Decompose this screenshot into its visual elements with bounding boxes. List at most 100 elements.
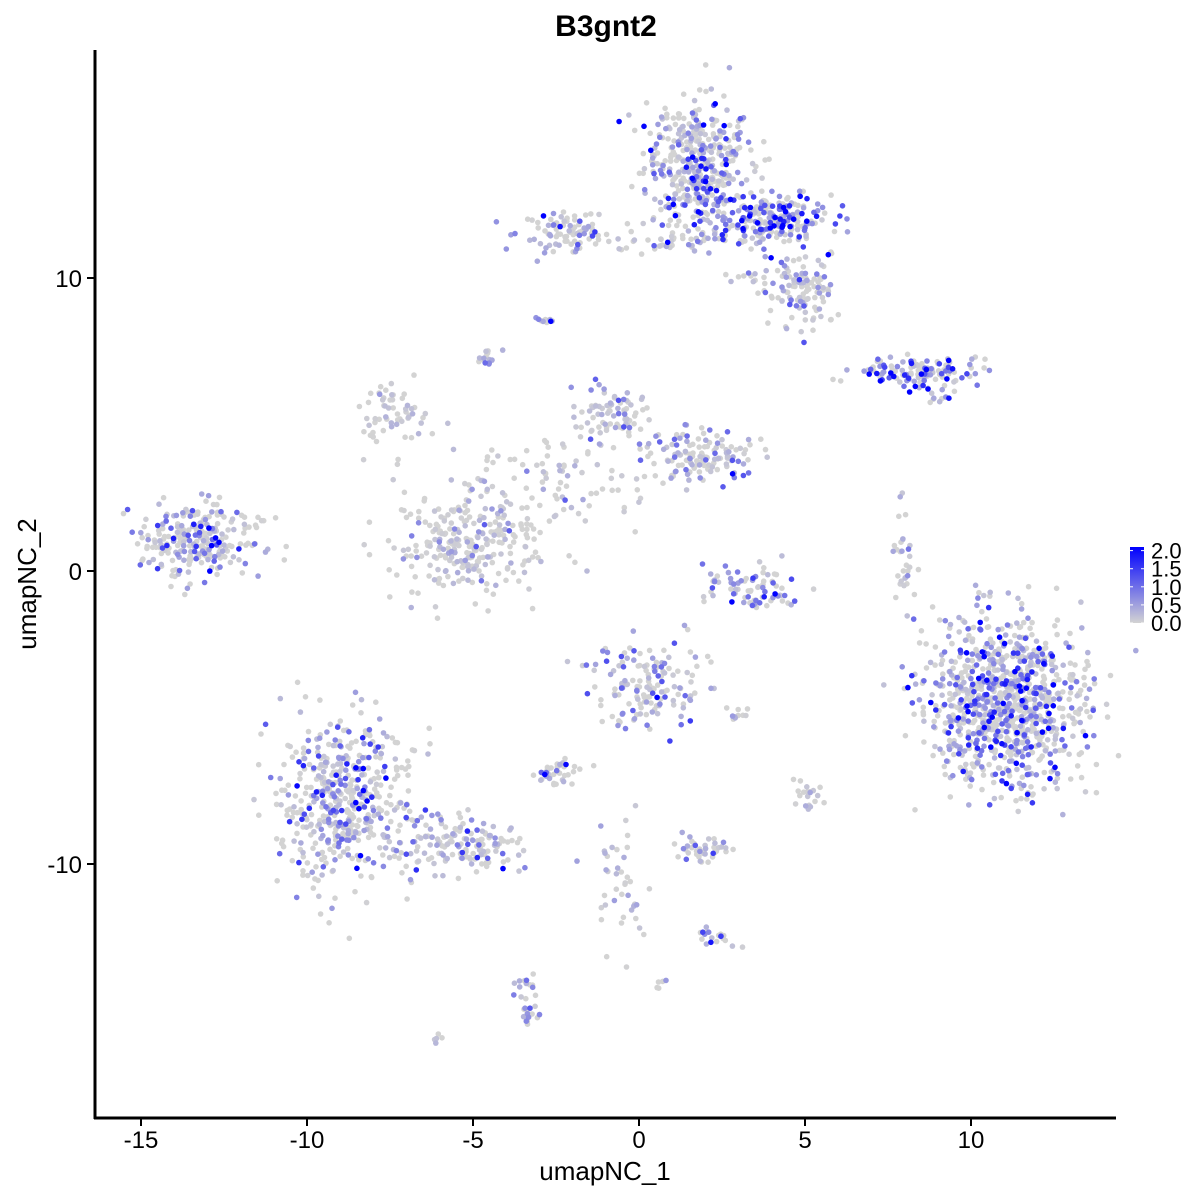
- cell-point: [668, 233, 675, 240]
- cell-point: [1054, 631, 1060, 638]
- cell-point: [385, 537, 392, 544]
- cell-point: [802, 224, 808, 231]
- cell-point: [701, 598, 707, 605]
- cell-point: [741, 204, 748, 211]
- cell-point: [198, 491, 205, 497]
- cell-point: [308, 821, 314, 828]
- cell-point: [465, 577, 471, 583]
- cell-point: [182, 591, 188, 598]
- cell-point: [343, 821, 349, 827]
- cell-point: [936, 398, 943, 405]
- cell-point: [1017, 624, 1024, 630]
- cell-point: [335, 788, 342, 794]
- cell-point: [994, 722, 1000, 728]
- cell-point: [160, 494, 167, 501]
- cell-point: [448, 507, 455, 513]
- cell-point: [905, 684, 911, 691]
- cell-point: [635, 663, 641, 669]
- cell-point: [979, 764, 985, 770]
- cell-point: [638, 251, 645, 257]
- cell-point: [902, 732, 909, 739]
- cell-point: [713, 224, 719, 231]
- cell-point: [662, 105, 668, 112]
- cell-point: [1070, 671, 1076, 678]
- cell-point: [968, 776, 975, 783]
- colorbar-label: 0.5: [1151, 593, 1182, 618]
- cell-point: [893, 594, 899, 601]
- cell-point: [963, 650, 970, 656]
- cell-point: [920, 704, 927, 711]
- cell-point: [758, 436, 764, 443]
- cell-point: [523, 977, 530, 984]
- cell-point: [550, 222, 557, 228]
- cell-point: [788, 297, 794, 303]
- cell-point: [1024, 796, 1030, 802]
- cell-point: [711, 168, 718, 174]
- colorbar-label: 1.5: [1151, 557, 1182, 582]
- cell-point: [216, 539, 222, 546]
- cell-point: [465, 841, 471, 848]
- cell-point: [611, 393, 618, 400]
- cell-point: [1079, 625, 1085, 631]
- cell-point: [984, 640, 990, 647]
- cell-point: [951, 751, 957, 758]
- cell-point: [352, 689, 359, 696]
- cell-point: [312, 876, 318, 882]
- cell-point: [572, 463, 578, 469]
- cell-point: [620, 710, 626, 717]
- cell-point: [346, 935, 353, 942]
- cell-point: [1056, 696, 1063, 702]
- cell-point: [262, 721, 269, 728]
- cell-point: [186, 561, 192, 568]
- cell-point: [391, 807, 398, 813]
- cell-point: [765, 571, 771, 578]
- cell-point: [163, 518, 169, 524]
- cell-point: [729, 943, 736, 949]
- cell-point: [535, 219, 541, 226]
- cell-point: [709, 585, 716, 591]
- cell-point: [1022, 704, 1029, 711]
- cell-point: [649, 709, 656, 715]
- cell-point: [1027, 625, 1033, 632]
- colorbar: [1130, 547, 1144, 623]
- cell-point: [958, 697, 964, 703]
- cell-point: [396, 839, 403, 846]
- cell-point: [696, 854, 702, 860]
- cell-point: [637, 711, 644, 717]
- cell-point: [366, 551, 373, 558]
- cell-point: [405, 758, 411, 764]
- cell-point: [1046, 710, 1052, 717]
- cell-point: [825, 251, 832, 258]
- cell-point: [683, 164, 690, 170]
- cell-point: [1048, 661, 1055, 668]
- cell-point: [804, 283, 810, 290]
- cell-point: [766, 214, 773, 221]
- cell-point: [344, 837, 350, 843]
- cell-point: [666, 204, 672, 211]
- cell-point: [219, 548, 226, 554]
- cell-point: [483, 587, 490, 594]
- cell-point: [484, 486, 491, 493]
- cell-point: [582, 212, 589, 218]
- cell-point: [348, 740, 355, 746]
- cell-point: [1033, 653, 1040, 660]
- cell-point: [211, 558, 217, 564]
- cell-point: [523, 995, 529, 1002]
- cell-point: [828, 316, 834, 323]
- cell-point: [1029, 619, 1035, 626]
- cell-point: [571, 414, 577, 421]
- cell-point: [623, 964, 630, 970]
- cell-point: [365, 834, 372, 841]
- cell-point: [380, 768, 387, 775]
- cell-point: [703, 166, 709, 172]
- cell-point: [644, 684, 650, 690]
- cell-point: [644, 722, 650, 728]
- cell-point: [496, 522, 503, 528]
- cell-point: [730, 846, 736, 853]
- cell-point: [1018, 672, 1024, 678]
- cell-point: [750, 278, 757, 285]
- cell-point: [735, 241, 742, 247]
- cell-point: [979, 786, 985, 793]
- cell-point: [687, 834, 693, 840]
- cell-point: [622, 880, 628, 886]
